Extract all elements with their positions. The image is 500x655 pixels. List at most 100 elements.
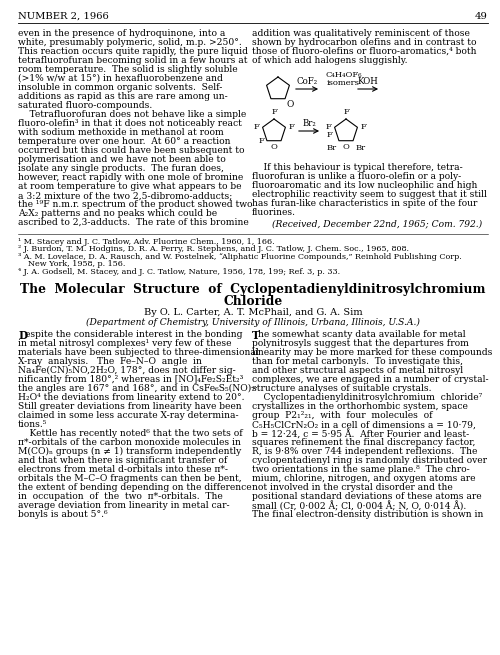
Text: small (Cr, 0·002 Å; Cl, 0·004 Å; N, O, 0·014 Å).: small (Cr, 0·002 Å; Cl, 0·004 Å; N, O, 0… xyxy=(252,501,466,512)
Text: the extent of bending depending on the difference: the extent of bending depending on the d… xyxy=(18,483,252,492)
Text: electrophilic reactivity seem to suggest that it still: electrophilic reactivity seem to suggest… xyxy=(252,190,487,199)
Text: and that when there is significant transfer of: and that when there is significant trans… xyxy=(18,456,228,465)
Text: two orientations in the same plane.⁸  The chro-: two orientations in the same plane.⁸ The… xyxy=(252,465,470,474)
Text: a 3:2 mixture of the two 2,5-dibromo-adducts;: a 3:2 mixture of the two 2,5-dibromo-add… xyxy=(18,191,233,200)
Text: F: F xyxy=(360,123,366,131)
Text: This reaction occurs quite rapidly, the pure liquid: This reaction occurs quite rapidly, the … xyxy=(18,47,248,56)
Text: mium, chlorine, nitrogen, and oxygen atoms are: mium, chlorine, nitrogen, and oxygen ato… xyxy=(252,474,476,483)
Text: average deviation from linearity in metal car-: average deviation from linearity in meta… xyxy=(18,501,230,510)
Text: Kettle has recently noted⁶ that the two sets of: Kettle has recently noted⁶ that the two … xyxy=(18,429,243,438)
Text: F: F xyxy=(254,123,260,131)
Text: Br: Br xyxy=(327,143,337,152)
Text: polynitrosyls suggest that the departures from: polynitrosyls suggest that the departure… xyxy=(252,339,469,348)
Text: fluorines.: fluorines. xyxy=(252,208,296,217)
Text: Na₄Fe(CN)₅NO,2H₂O, 178°, does not differ sig-: Na₄Fe(CN)₅NO,2H₂O, 178°, does not differ… xyxy=(18,366,236,375)
Text: room temperature.  The solid is slightly soluble: room temperature. The solid is slightly … xyxy=(18,65,238,74)
Text: cyclopentadienyl ring is randomly distributed over: cyclopentadienyl ring is randomly distri… xyxy=(252,456,487,465)
Text: with sodium methoxide in methanol at room: with sodium methoxide in methanol at roo… xyxy=(18,128,224,137)
Text: By O. L. Carter, A. T. McPhail, and G. A. Sim: By O. L. Carter, A. T. McPhail, and G. A… xyxy=(144,309,362,317)
Text: Chloride: Chloride xyxy=(224,295,282,309)
Text: b = 12·24, c = 5·95 Å.  After Fourier and least-: b = 12·24, c = 5·95 Å. After Fourier and… xyxy=(252,429,469,440)
Text: (Received, December 22nd, 1965; Com. 792.): (Received, December 22nd, 1965; Com. 792… xyxy=(272,219,482,229)
Text: linearity may be more marked for these compounds: linearity may be more marked for these c… xyxy=(252,348,492,357)
Text: even in the presence of hydroquinone, into a: even in the presence of hydroquinone, in… xyxy=(18,29,226,38)
Text: in metal nitrosyl complexes¹ very few of these: in metal nitrosyl complexes¹ very few of… xyxy=(18,339,232,348)
Text: has furan-like characteristics in spite of the four: has furan-like characteristics in spite … xyxy=(252,199,478,208)
Text: of which add halogens sluggishly.: of which add halogens sluggishly. xyxy=(252,56,408,65)
Text: ³ A. M. Lovelace, D. A. Rausch, and W. Postelnek, “Aliphatic Fluorine Compounds,: ³ A. M. Lovelace, D. A. Rausch, and W. P… xyxy=(18,253,462,261)
Text: fluorofuran is unlike a fluoro-olefin or a poly-: fluorofuran is unlike a fluoro-olefin or… xyxy=(252,172,461,181)
Text: fluoro-olefin³ in that it does not noticeably react: fluoro-olefin³ in that it does not notic… xyxy=(18,119,242,128)
Text: H₂O⁴ the deviations from linearity extend to 20°.: H₂O⁴ the deviations from linearity exten… xyxy=(18,393,244,402)
Text: F: F xyxy=(326,131,332,139)
Text: 49: 49 xyxy=(475,12,488,21)
Text: polymerisation and we have not been able to: polymerisation and we have not been able… xyxy=(18,155,226,164)
Text: If this behaviour is typical therefore, tetra-: If this behaviour is typical therefore, … xyxy=(252,163,463,172)
Text: insoluble in common organic solvents.  Self-: insoluble in common organic solvents. Se… xyxy=(18,83,223,92)
Text: CoF₂: CoF₂ xyxy=(296,77,318,86)
Text: the angles are 167° and 168°, and in CsFe₆S₅(NO)₇·: the angles are 167° and 168°, and in CsF… xyxy=(18,384,258,393)
Text: KOH: KOH xyxy=(358,77,378,86)
Text: tions.⁵: tions.⁵ xyxy=(18,421,48,429)
Text: however, react rapidly with one mole of bromine: however, react rapidly with one mole of … xyxy=(18,173,243,182)
Text: O: O xyxy=(270,143,278,151)
Text: tetrafluorofuran becoming solid in a few hours at: tetrafluorofuran becoming solid in a few… xyxy=(18,56,248,65)
Text: M(CO)ₙ groups (n ≠ 1) transform independently: M(CO)ₙ groups (n ≠ 1) transform independ… xyxy=(18,447,241,457)
Text: T: T xyxy=(252,330,260,341)
Text: in  occupation  of  the  two  π*-orbitals.  The: in occupation of the two π*-orbitals. Th… xyxy=(18,492,223,501)
Text: (>1% w/w at 15°) in hexafluorobenzene and: (>1% w/w at 15°) in hexafluorobenzene an… xyxy=(18,74,223,83)
Text: The  Molecular  Structure  of  Cyclopentadienyldinitrosylchromium: The Molecular Structure of Cyclopentadie… xyxy=(20,283,486,296)
Text: claimed in some less accurate X-ray determina-: claimed in some less accurate X-ray dete… xyxy=(18,411,238,421)
Text: ² J. Burdon, T. M. Hodgins, D. R. A. Perry, R. Stephens, and J. C. Tatlow, J. Ch: ² J. Burdon, T. M. Hodgins, D. R. A. Per… xyxy=(18,245,409,253)
Text: fluoroaromatic and its low nucleophilic and high: fluoroaromatic and its low nucleophilic … xyxy=(252,181,478,190)
Text: π*-orbitals of the carbon monoxide molecules in: π*-orbitals of the carbon monoxide molec… xyxy=(18,438,241,447)
Text: crystallizes in the orthorhombic system, space: crystallizes in the orthorhombic system,… xyxy=(252,402,468,411)
Text: squares refinement the final discrepancy factor,: squares refinement the final discrepancy… xyxy=(252,438,476,447)
Text: shown by hydrocarbon olefins and in contrast to: shown by hydrocarbon olefins and in cont… xyxy=(252,38,476,47)
Text: temperature over one hour.  At 60° a reaction: temperature over one hour. At 60° a reac… xyxy=(18,137,231,146)
Text: D: D xyxy=(18,330,27,341)
Text: A₂X₂ patterns and no peaks which could be: A₂X₂ patterns and no peaks which could b… xyxy=(18,209,217,218)
Text: Br: Br xyxy=(355,143,365,152)
Text: F: F xyxy=(271,108,277,116)
Text: orbitals the M–C–O fragments can then be bent,: orbitals the M–C–O fragments can then be… xyxy=(18,474,242,483)
Text: addition was qualitatively reminiscent of those: addition was qualitatively reminiscent o… xyxy=(252,29,470,38)
Text: bonyls is about 5°.⁶: bonyls is about 5°.⁶ xyxy=(18,510,108,519)
Text: Still greater deviations from linearity have been: Still greater deviations from linearity … xyxy=(18,402,242,411)
Text: group  P2₁²₂₁,  with  four  molecules  of: group P2₁²₂₁, with four molecules of xyxy=(252,411,432,421)
Text: additions as rapid as this are rare among un-: additions as rapid as this are rare amon… xyxy=(18,92,228,101)
Text: not involved in the crystal disorder and the: not involved in the crystal disorder and… xyxy=(252,483,453,492)
Text: NUMBER 2, 1966: NUMBER 2, 1966 xyxy=(18,12,109,21)
Text: nificantly from 180°,² whereas in [NO]₄Fe₂S₂Et₂³: nificantly from 180°,² whereas in [NO]₄F… xyxy=(18,375,244,384)
Text: white, presumably polymeric, solid, m.p. >250°.: white, presumably polymeric, solid, m.p.… xyxy=(18,38,242,47)
Text: occurred but this could have been subsequent to: occurred but this could have been subseq… xyxy=(18,146,244,155)
Text: materials have been subjected to three-dimensional: materials have been subjected to three-d… xyxy=(18,348,259,357)
Text: those of fluoro-olefins or fluoro-aromatics,⁴ both: those of fluoro-olefins or fluoro-aromat… xyxy=(252,47,476,56)
Text: isolate any single products.  The furan does,: isolate any single products. The furan d… xyxy=(18,164,224,173)
Text: Tetrafluorofuran does not behave like a simple: Tetrafluorofuran does not behave like a … xyxy=(18,110,246,119)
Text: New York, 1958, p. 156.: New York, 1958, p. 156. xyxy=(18,260,126,268)
Text: than for metal carbonyls.  To investigate this,: than for metal carbonyls. To investigate… xyxy=(252,357,463,366)
Text: Br₂: Br₂ xyxy=(302,119,316,128)
Text: The final electron-density distribution is shown in: The final electron-density distribution … xyxy=(252,510,484,519)
Text: Cyclopentadienyldinitrosylchromium  chloride⁷: Cyclopentadienyldinitrosylchromium chlor… xyxy=(252,393,482,402)
Text: isomers: isomers xyxy=(327,79,360,87)
Text: C₄H₄OF₆: C₄H₄OF₆ xyxy=(325,71,362,79)
Text: F: F xyxy=(258,137,264,145)
Text: and other structural aspects of metal nitrosyl: and other structural aspects of metal ni… xyxy=(252,366,463,375)
Text: ascribed to 2,3-adducts.  The rate of this bromine: ascribed to 2,3-adducts. The rate of thi… xyxy=(18,218,249,227)
Text: (Department of Chemistry, University of Illinois, Urbana, Illinois, U.S.A.): (Department of Chemistry, University of … xyxy=(86,318,420,328)
Text: O: O xyxy=(342,143,349,151)
Text: ⁴ J. A. Godsell, M. Stacey, and J. C. Tatlow, Nature, 1956, 178, 199; Ref. 3, p.: ⁴ J. A. Godsell, M. Stacey, and J. C. Ta… xyxy=(18,268,340,276)
Text: F: F xyxy=(288,123,294,131)
Text: the ¹⁹F n.m.r. spectrum of the product showed two: the ¹⁹F n.m.r. spectrum of the product s… xyxy=(18,200,252,209)
Text: structure analyses of suitable crystals.: structure analyses of suitable crystals. xyxy=(252,384,432,393)
Text: saturated fluoro-compounds.: saturated fluoro-compounds. xyxy=(18,101,152,110)
Text: electrons from metal d-orbitals into these π*-: electrons from metal d-orbitals into the… xyxy=(18,465,228,474)
Text: espite the considerable interest in the bonding: espite the considerable interest in the … xyxy=(25,330,242,339)
Text: C₅H₅ClCrN₂O₂ in a cell of dimensions a = 10·79,: C₅H₅ClCrN₂O₂ in a cell of dimensions a =… xyxy=(252,421,476,429)
Text: complexes, we are engaged in a number of crystal-: complexes, we are engaged in a number of… xyxy=(252,375,488,384)
Text: F: F xyxy=(326,123,332,131)
Text: O: O xyxy=(286,100,294,109)
Text: R, is 9·8% over 744 independent reflexions.  The: R, is 9·8% over 744 independent reflexio… xyxy=(252,447,478,456)
